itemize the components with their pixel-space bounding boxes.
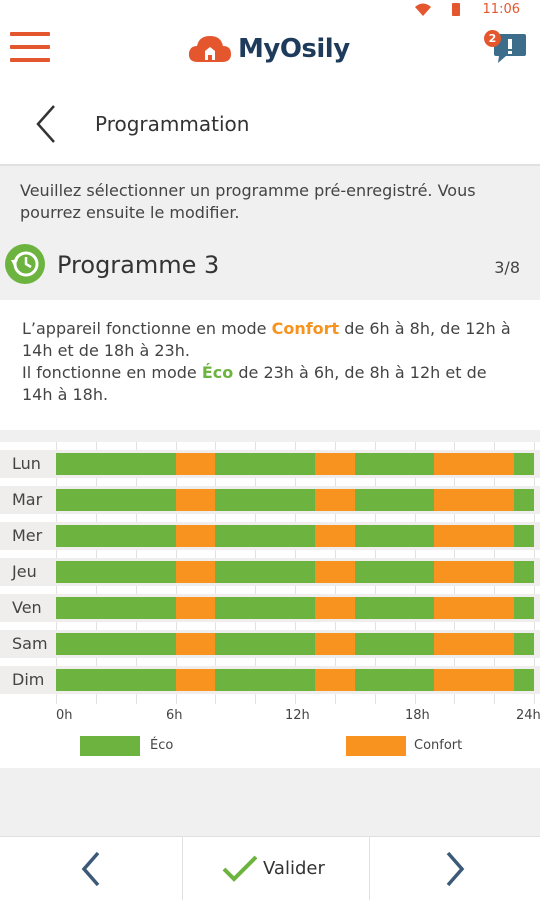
schedule-segment-confort[interactable] — [315, 453, 355, 475]
schedule-segment-eco[interactable] — [355, 597, 435, 619]
notification-badge: 2 — [484, 30, 501, 47]
schedule-segment-eco[interactable] — [215, 597, 315, 619]
mode-eco-label: Éco — [201, 363, 234, 382]
chevron-left-icon — [36, 105, 55, 143]
schedule-segment-eco[interactable] — [56, 597, 176, 619]
hour-tick-label: 12h — [285, 708, 310, 723]
schedule-segment-confort[interactable] — [434, 633, 514, 655]
schedule-segment-confort[interactable] — [315, 489, 355, 511]
schedule-segment-eco[interactable] — [514, 453, 534, 475]
instruction-text: Veuillez sélectionner un programme pré-e… — [20, 181, 476, 222]
schedule-segment-confort[interactable] — [176, 669, 216, 691]
schedule-segment-confort[interactable] — [315, 669, 355, 691]
schedule-segment-eco[interactable] — [514, 525, 534, 547]
schedule-segment-confort[interactable] — [176, 597, 216, 619]
message-alert-icon — [494, 34, 526, 63]
next-program-button[interactable] — [370, 837, 540, 900]
day-label: Mar — [12, 490, 43, 509]
previous-program-button[interactable] — [0, 837, 182, 900]
schedule-segment-eco[interactable] — [355, 561, 435, 583]
bottom-navigation: Valider — [0, 836, 540, 900]
schedule-segment-confort[interactable] — [434, 597, 514, 619]
schedule-segment-confort[interactable] — [434, 525, 514, 547]
schedule-segment-eco[interactable] — [514, 489, 534, 511]
day-label: Ven — [12, 598, 42, 617]
schedule-segment-eco[interactable] — [215, 669, 315, 691]
wifi-icon — [415, 3, 431, 16]
schedule-segment-confort[interactable] — [315, 633, 355, 655]
hour-tick-label: 6h — [166, 708, 183, 723]
schedule-segment-confort[interactable] — [434, 669, 514, 691]
schedule-segment-eco[interactable] — [514, 633, 534, 655]
schedule-segment-confort[interactable] — [176, 525, 216, 547]
notification-button[interactable]: 2 — [484, 30, 528, 66]
title-bar: Programmation — [0, 78, 540, 166]
schedule-segment-eco[interactable] — [56, 561, 176, 583]
schedule-segment-eco[interactable] — [514, 597, 534, 619]
schedule-segment-eco[interactable] — [355, 489, 435, 511]
schedule-segment-eco[interactable] — [215, 633, 315, 655]
validate-button[interactable]: Valider — [182, 837, 370, 900]
schedule-segment-eco[interactable] — [56, 489, 176, 511]
schedule-segment-confort[interactable] — [315, 525, 355, 547]
battery-icon — [452, 3, 460, 16]
program-position: 3/8 — [494, 258, 520, 277]
schedule-segment-confort[interactable] — [176, 453, 216, 475]
checkmark-icon — [222, 855, 258, 882]
mode-confort-label: Confort — [271, 319, 340, 338]
chevron-left-icon — [81, 851, 100, 887]
hour-tick-label: 18h — [405, 708, 430, 723]
program-title: Programme 3 — [57, 251, 220, 279]
weekly-schedule: Éco Confort Lun Mar Mer Jeu Ven Sam Dim 0h 6h 12h… — [0, 442, 540, 768]
clock-history-icon — [5, 244, 45, 284]
status-bar: 11:06 — [0, 0, 540, 20]
legend-eco-swatch — [80, 736, 140, 756]
schedule-segment-eco[interactable] — [514, 561, 534, 583]
legend-eco-label: Éco — [150, 738, 174, 753]
schedule-segment-eco[interactable] — [215, 561, 315, 583]
validate-label: Valider — [263, 858, 325, 879]
hamburger-menu-icon[interactable] — [10, 32, 50, 64]
schedule-segment-eco[interactable] — [56, 525, 176, 547]
app-bar: MyOsily 2 — [0, 20, 540, 78]
schedule-segment-eco[interactable] — [56, 669, 176, 691]
day-label: Lun — [12, 454, 41, 473]
day-label: Sam — [12, 634, 48, 653]
app-logo: MyOsily — [188, 30, 350, 68]
schedule-segment-eco[interactable] — [215, 525, 315, 547]
hour-tick-label: 24h — [516, 708, 540, 723]
schedule-segment-eco[interactable] — [355, 453, 435, 475]
program-header: Programme 3 3/8 — [0, 236, 540, 296]
schedule-segment-confort[interactable] — [315, 597, 355, 619]
schedule-segment-eco[interactable] — [56, 633, 176, 655]
schedule-segment-eco[interactable] — [355, 525, 435, 547]
schedule-segment-confort[interactable] — [434, 561, 514, 583]
description-text: L’appareil fonctionne en mode Confort de… — [22, 319, 511, 404]
schedule-segment-confort[interactable] — [176, 489, 216, 511]
back-button[interactable] — [30, 102, 64, 146]
schedule-segment-confort[interactable] — [434, 453, 514, 475]
day-label: Mer — [12, 526, 43, 545]
legend-confort-label: Confort — [414, 738, 463, 753]
hour-tick-label: 0h — [56, 708, 73, 723]
schedule-segment-confort[interactable] — [176, 633, 216, 655]
day-label: Jeu — [12, 562, 37, 581]
schedule-segment-eco[interactable] — [355, 669, 435, 691]
day-label: Dim — [12, 670, 45, 689]
schedule-segment-eco[interactable] — [56, 453, 176, 475]
schedule-segment-confort[interactable] — [434, 489, 514, 511]
app-name: MyOsily — [238, 34, 350, 64]
chevron-right-icon — [446, 851, 465, 887]
schedule-segment-confort[interactable] — [315, 561, 355, 583]
program-description: L’appareil fonctionne en mode Confort de… — [0, 300, 540, 430]
status-time: 11:06 — [482, 2, 520, 17]
schedule-segment-eco[interactable] — [215, 489, 315, 511]
schedule-segment-confort[interactable] — [176, 561, 216, 583]
schedule-segment-eco[interactable] — [355, 633, 435, 655]
legend-confort-swatch — [346, 736, 406, 756]
cloud-home-icon — [188, 36, 231, 62]
schedule-segment-eco[interactable] — [215, 453, 315, 475]
page-title: Programmation — [95, 112, 250, 136]
schedule-segment-eco[interactable] — [514, 669, 534, 691]
